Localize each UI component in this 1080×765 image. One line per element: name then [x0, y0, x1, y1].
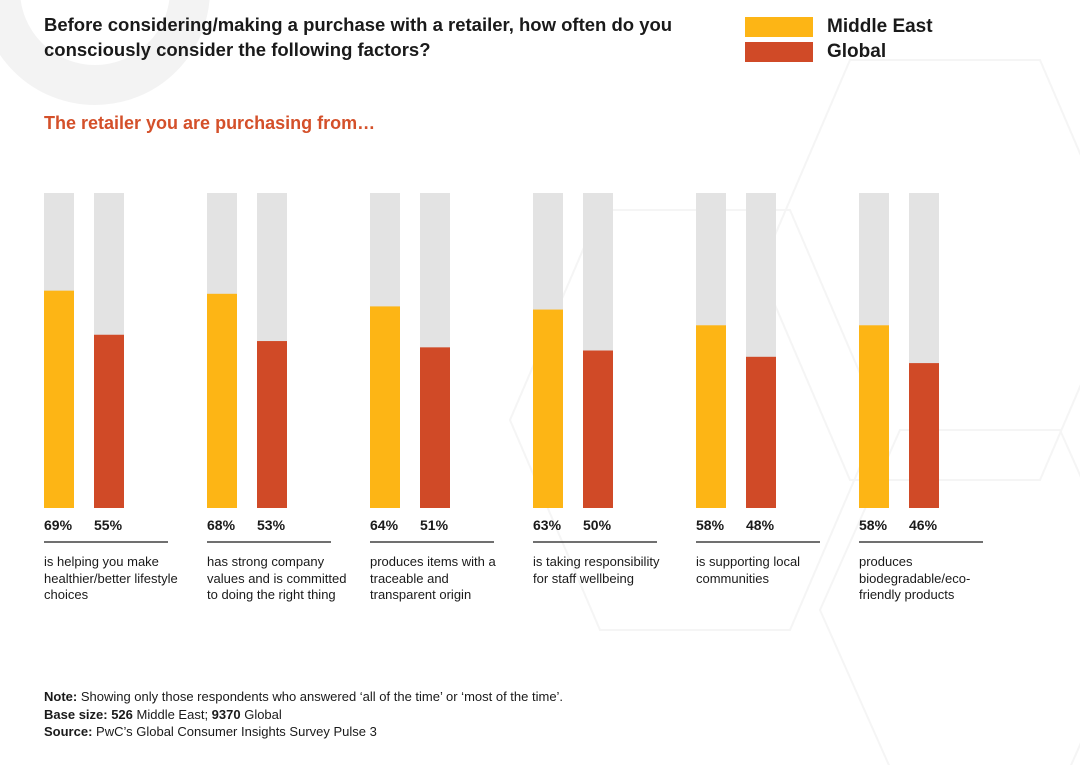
footnotes: Note: Showing only those respondents who…	[44, 688, 563, 741]
category-label-4: is taking responsibility for staff wellb…	[533, 554, 660, 586]
legend-swatch-global	[745, 41, 813, 62]
category-label-6: produces biodegradable/eco-friendly prod…	[859, 554, 971, 602]
data-label-global-1: 55%	[94, 517, 123, 533]
data-label-global-6: 46%	[909, 517, 938, 533]
legend-label-middle-east: Middle East	[827, 15, 933, 37]
data-label-middle-east-5: 58%	[696, 517, 725, 533]
base-size-label: Base size:	[44, 706, 108, 722]
data-label-global-4: 50%	[583, 517, 612, 533]
bar-global-3	[420, 347, 450, 508]
data-label-global-5: 48%	[746, 517, 775, 533]
note-text: Showing only those respondents who answe…	[77, 689, 564, 704]
base-size-global-value: 9370	[211, 706, 241, 722]
legend-item-middle-east: Middle East	[745, 14, 933, 39]
bar-global-1	[94, 334, 124, 508]
data-label-middle-east-1: 69%	[44, 517, 73, 533]
base-size-line: Base size: 526 Middle East; 9370 Global	[44, 706, 563, 724]
base-size-me-text: Middle East;	[132, 706, 212, 722]
bar-middle-east-4	[533, 309, 563, 508]
bar-middle-east-2	[207, 293, 237, 508]
bar-global-5	[746, 356, 776, 508]
data-label-global-2: 53%	[257, 517, 286, 533]
legend-label-global: Global	[827, 40, 887, 62]
chart-title: Before considering/making a purchase wit…	[44, 14, 673, 60]
category-label-1: is helping you make healthier/better lif…	[44, 554, 178, 602]
data-label-middle-east-2: 68%	[207, 517, 236, 533]
data-label-middle-east-6: 58%	[859, 517, 888, 533]
note-label: Note:	[44, 689, 78, 704]
category-label-2: has strong company values and is committ…	[207, 554, 347, 602]
chart-subtitle: The retailer you are purchasing from…	[44, 113, 376, 133]
data-label-middle-east-3: 64%	[370, 517, 399, 533]
legend-item-global: Global	[745, 39, 933, 64]
base-size-global-text: Global	[240, 706, 282, 722]
bar-global-2	[257, 341, 287, 508]
source-label: Source:	[44, 724, 93, 739]
legend: Middle East Global	[745, 14, 933, 64]
bar-middle-east-3	[370, 306, 400, 508]
data-label-middle-east-4: 63%	[533, 517, 562, 533]
note-line: Note: Showing only those respondents who…	[44, 688, 563, 706]
source-line: Source: PwC’s Global Consumer Insights S…	[44, 723, 563, 741]
data-label-global-3: 51%	[420, 517, 449, 533]
bar-middle-east-6	[859, 325, 889, 508]
category-label-5: is supporting local communities	[696, 554, 801, 586]
base-size-me-value: 526	[107, 706, 133, 722]
bar-middle-east-5	[696, 325, 726, 508]
source-text: PwC’s Global Consumer Insights Survey Pu…	[92, 724, 377, 739]
category-label-3: produces items with a traceable and tran…	[370, 554, 496, 602]
legend-swatch-middle-east	[745, 16, 813, 37]
bar-global-4	[583, 350, 613, 508]
bar-middle-east-1	[44, 290, 74, 508]
bar-global-6	[909, 363, 939, 508]
